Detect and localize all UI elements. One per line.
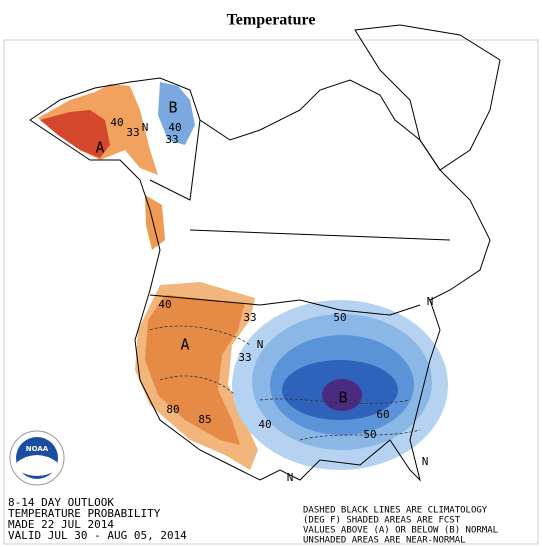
map-label: N [287,471,294,484]
legend-line: UNSHADED AREAS ARE NEAR-NORMAL [303,536,466,546]
outlook-line: MADE 22 JUL 2014 [8,518,114,531]
map-label: N [142,121,149,134]
map-label: 80 [166,403,179,416]
map-label: N [422,455,429,468]
map-label: A [95,139,104,157]
legend-line: VALUES ABOVE (A) OR BELOW (B) NORMAL [303,526,498,536]
map-label: 40 [168,121,181,134]
map-label: A [180,336,189,354]
map-label: 40 [258,418,271,431]
map-label: 50 [363,428,376,441]
noaa-logo: NOAA [9,430,65,486]
map-label: N [427,295,434,308]
map-label: 40 [158,298,171,311]
map-label: 50 [333,311,346,324]
shading [38,82,448,470]
map-label: 33 [165,133,178,146]
logo-text: NOAA [26,445,49,453]
outlook-line: VALID JUL 30 - AUG 05, 2014 [8,529,187,542]
title: Temperature [227,12,316,29]
map-label: 33 [243,311,256,324]
map-label: 60 [376,408,389,421]
map-label: B [168,99,177,117]
map-label: 85 [198,413,211,426]
outlines [29,24,501,482]
map-label: 40 [110,116,123,129]
legend-line: (DEG F) SHADED AREAS ARE FCST [303,516,461,526]
map-label: 33 [238,351,251,364]
outlook-line: 8-14 DAY OUTLOOK [8,496,114,509]
outlook-line: TEMPERATURE PROBABILITY [8,507,161,520]
map-label: 33 [126,126,139,139]
map-label: B [338,389,347,407]
map-label: N [257,338,264,351]
legend-line: DASHED BLACK LINES ARE CLIMATOLOGY [303,506,488,516]
